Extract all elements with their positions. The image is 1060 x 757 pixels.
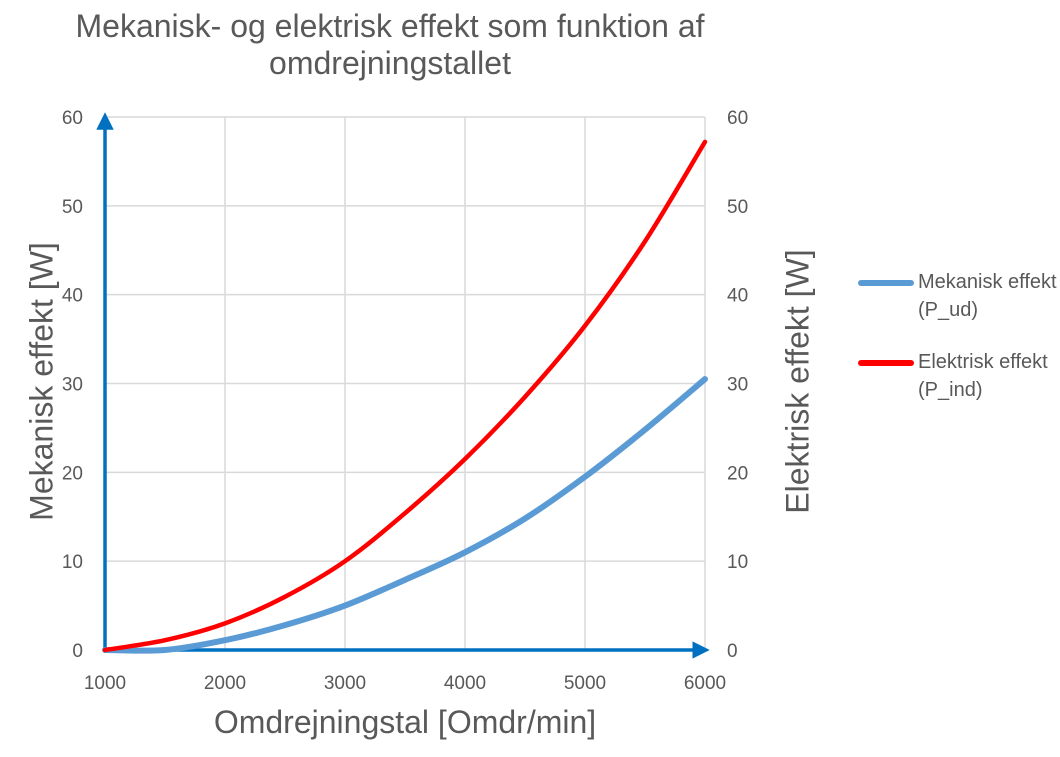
chart-title-text: Mekanisk- og elektrisk effekt som funkti… xyxy=(75,8,705,81)
y2-tick-label: 50 xyxy=(727,197,748,218)
tick-labels: 0 10 20 30 40 50 60 0 10 20 30 40 50 60 1000 2000 3000 40… xyxy=(62,108,748,694)
x-axis-label: Omdrejningstal [Omdr/min] xyxy=(213,704,597,740)
y2-tick-label: 0 xyxy=(727,641,738,662)
legend-label-elektrisk: Elektrisk effekt (P_ind) xyxy=(918,351,1048,401)
chart-title: Mekanisk- og elektrisk effekt som funkti… xyxy=(0,8,780,82)
y2-tick-label: 10 xyxy=(727,552,748,573)
y-tick-label: 40 xyxy=(62,286,83,307)
y-axis-label: Mekanisk effekt [W] xyxy=(23,242,60,521)
y2-tick-label: 40 xyxy=(727,286,748,307)
y-tick-label: 50 xyxy=(62,197,83,218)
legend-swatch-mekanisk xyxy=(858,280,914,286)
x-tick-label: 4000 xyxy=(444,673,486,694)
x-tick-label: 2000 xyxy=(204,673,246,694)
y-tick-label: 60 xyxy=(62,108,83,129)
y2-tick-label: 30 xyxy=(727,375,748,396)
x-tick-label: 6000 xyxy=(684,673,726,694)
x-tick-label: 5000 xyxy=(564,673,606,694)
y-tick-label: 10 xyxy=(62,552,83,573)
y-tick-label: 20 xyxy=(62,463,83,484)
y2-axis-label: Elektrisk effekt [W] xyxy=(779,249,816,514)
legend-swatch-elektrisk xyxy=(858,360,914,366)
y-tick-label: 30 xyxy=(62,375,83,396)
y-tick-label: 0 xyxy=(72,641,83,662)
series-lines xyxy=(102,139,708,654)
grid xyxy=(104,116,706,651)
legend-label-mekanisk: Mekanisk effekt (P_ud) xyxy=(918,271,1057,321)
series-line-elektrisk xyxy=(102,139,708,653)
x-tick-label: 1000 xyxy=(84,673,126,694)
y2-tick-label: 60 xyxy=(727,108,748,129)
x-tick-label: 3000 xyxy=(324,673,366,694)
series-line-mekanisk xyxy=(102,376,708,654)
axes xyxy=(96,112,710,659)
y2-tick-label: 20 xyxy=(727,463,748,484)
